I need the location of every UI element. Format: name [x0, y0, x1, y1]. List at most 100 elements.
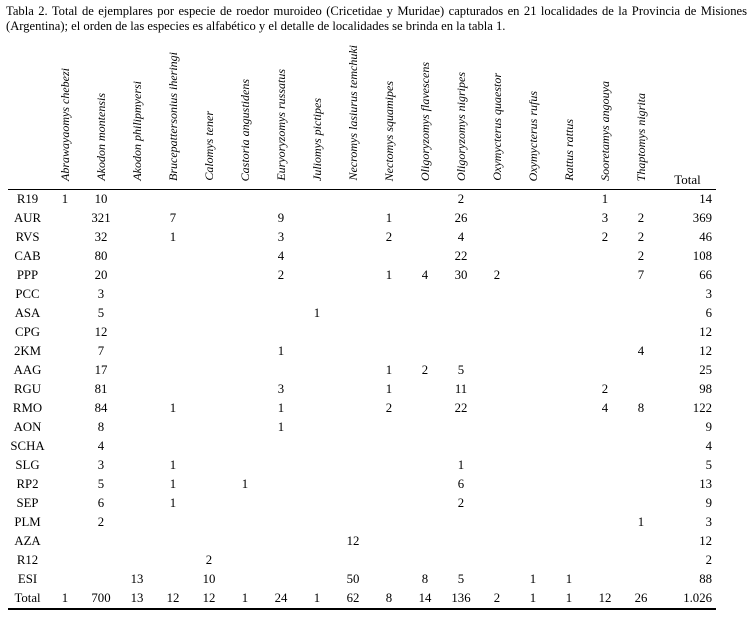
count-cell	[227, 399, 263, 418]
row-total-cell: 3	[705, 515, 712, 529]
count-cell	[551, 361, 587, 380]
count-cell	[191, 304, 227, 323]
count-cell	[83, 570, 119, 589]
count-cell: 1	[385, 268, 393, 282]
count-cell	[335, 380, 371, 399]
column-total-cell: 1	[47, 589, 83, 610]
row-total-cell: 122	[692, 401, 712, 415]
count-cell: 4	[637, 344, 645, 358]
species-column-header: Akodon philipmyersi	[119, 38, 155, 190]
column-total-cell: 2	[479, 589, 515, 610]
count-cell	[191, 247, 227, 266]
count-cell	[263, 285, 299, 304]
count-cell: 2	[601, 230, 609, 244]
count-cell	[227, 304, 263, 323]
count-cell: 12	[94, 325, 108, 339]
locality-row: PPP 20 2 1 4 30 2 7 66	[8, 266, 716, 285]
count-cell	[479, 304, 515, 323]
species-name-label: Calomys tener	[201, 111, 216, 181]
row-total-cell: 88	[699, 572, 712, 586]
species-column-header: Oligoryzomys flavescens	[407, 38, 443, 190]
count-cell	[299, 266, 335, 285]
count-cell	[551, 304, 587, 323]
count-cell: 8	[637, 401, 645, 415]
count-cell: 2	[205, 553, 213, 567]
count-cell	[47, 380, 83, 399]
row-total-cell: 9	[705, 420, 712, 434]
column-total-cell: 12	[155, 589, 191, 610]
species-name-label: Akodon philipmyersi	[129, 81, 144, 181]
count-cell	[191, 475, 227, 494]
row-label-locality: RP2	[16, 477, 39, 491]
count-cell	[479, 475, 515, 494]
count-cell	[155, 380, 191, 399]
count-cell	[371, 418, 407, 437]
count-cell	[479, 380, 515, 399]
count-cell: 1	[169, 458, 177, 472]
count-cell	[47, 399, 83, 418]
totals-row-label: Total	[8, 589, 47, 610]
count-cell	[515, 209, 551, 228]
count-cell	[47, 475, 83, 494]
species-column-header: Calomys tener	[191, 38, 227, 190]
count-cell	[551, 380, 587, 399]
count-cell	[371, 551, 407, 570]
row-label-locality: PLM	[14, 515, 41, 529]
count-cell	[479, 551, 515, 570]
species-column-header: Oxymycterus rufus	[515, 38, 551, 190]
count-cell	[587, 532, 623, 551]
count-cell: 2	[637, 249, 645, 263]
count-cell: 5	[97, 477, 105, 491]
count-cell	[479, 209, 515, 228]
count-cell	[587, 247, 623, 266]
row-total-cell: 108	[692, 249, 712, 263]
count-cell: 10	[202, 572, 216, 586]
count-cell	[407, 399, 443, 418]
count-cell	[263, 437, 299, 456]
count-cell	[551, 399, 587, 418]
count-cell	[443, 285, 479, 304]
count-cell: 32	[94, 230, 108, 244]
row-label-locality: ASA	[14, 306, 41, 320]
count-cell	[371, 342, 407, 361]
count-cell: 9	[277, 211, 285, 225]
column-total-cell: 700	[83, 589, 119, 610]
species-name-label: Oxymycterus rufus	[525, 90, 540, 181]
count-cell	[371, 437, 407, 456]
count-cell	[191, 323, 227, 342]
row-total-cell: 12	[699, 344, 712, 358]
count-cell	[407, 418, 443, 437]
count-cell	[299, 285, 335, 304]
count-cell	[587, 551, 623, 570]
count-cell	[263, 513, 299, 532]
count-cell	[623, 456, 659, 475]
row-label-locality: SEP	[16, 496, 39, 510]
row-total-cell: 12	[699, 534, 712, 548]
count-cell: 22	[454, 249, 468, 263]
count-cell	[551, 247, 587, 266]
count-cell: 4	[457, 230, 465, 244]
locality-row: AZA 12 12	[8, 532, 716, 551]
count-cell: 80	[94, 249, 108, 263]
count-cell	[47, 228, 83, 247]
count-cell: 6	[97, 496, 105, 510]
count-cell	[155, 266, 191, 285]
count-cell: 22	[454, 401, 468, 415]
row-label-locality: PPP	[16, 268, 39, 282]
count-cell	[407, 190, 443, 210]
count-cell	[119, 361, 155, 380]
count-cell	[47, 532, 83, 551]
count-cell	[299, 209, 335, 228]
species-column-header: Euryoryzomys russatus	[263, 38, 299, 190]
count-cell	[515, 266, 551, 285]
column-total-cell: 12	[191, 589, 227, 610]
count-cell	[623, 532, 659, 551]
count-cell	[443, 323, 479, 342]
count-cell	[371, 494, 407, 513]
count-cell: 7	[637, 268, 645, 282]
species-column-header: Brucepattersonius iheringi	[155, 38, 191, 190]
count-cell: 84	[94, 401, 108, 415]
count-cell	[263, 323, 299, 342]
count-cell	[515, 342, 551, 361]
column-total-cell: 24	[263, 589, 299, 610]
